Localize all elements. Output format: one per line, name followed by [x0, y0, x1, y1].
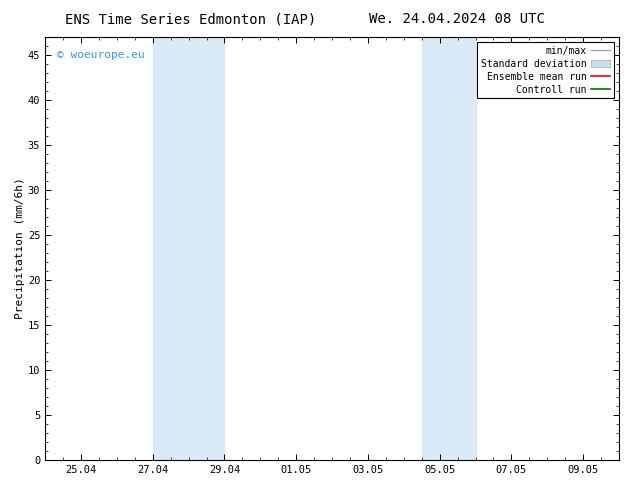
- Bar: [153, 37, 224, 460]
- Text: ENS Time Series Edmonton (IAP): ENS Time Series Edmonton (IAP): [65, 12, 316, 26]
- Y-axis label: Precipitation (mm/6h): Precipitation (mm/6h): [15, 178, 25, 319]
- Legend: min/max, Standard deviation, Ensemble mean run, Controll run: min/max, Standard deviation, Ensemble me…: [477, 42, 614, 98]
- Text: We. 24.04.2024 08 UTC: We. 24.04.2024 08 UTC: [368, 12, 545, 26]
- Text: © woeurope.eu: © woeurope.eu: [56, 50, 145, 60]
- Bar: [422, 37, 476, 460]
